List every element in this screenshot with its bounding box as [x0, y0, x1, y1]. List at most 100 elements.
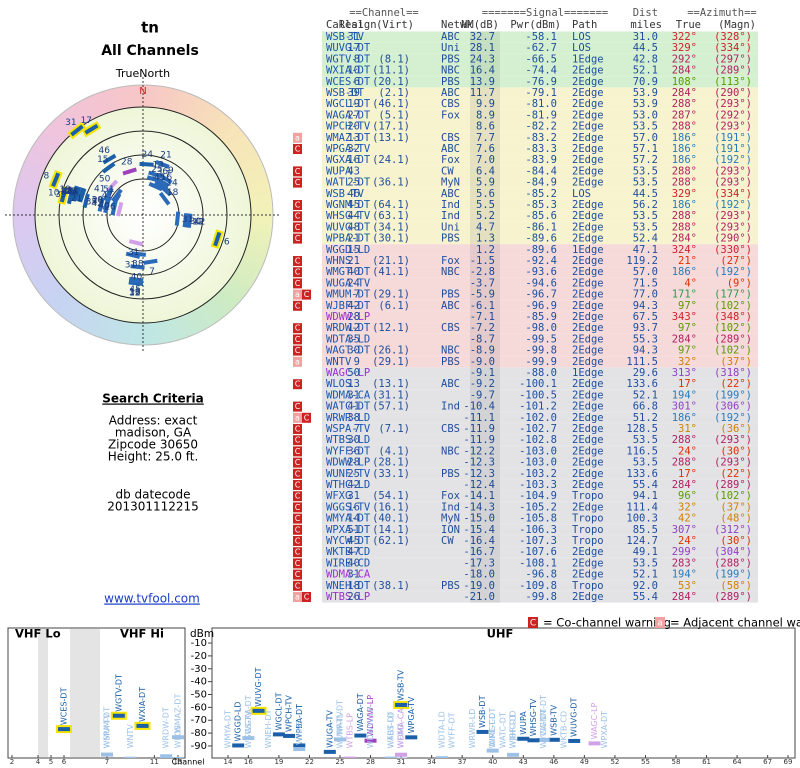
cell-real: 9 [354, 356, 360, 368]
cell-pwr: -85.6 [525, 210, 557, 222]
polar-label: 36 [157, 167, 169, 177]
signal-mark [101, 752, 113, 757]
cell-nm: -17.3 [463, 557, 495, 569]
row-background [322, 188, 758, 200]
cell-dist: 116.5 [626, 445, 658, 457]
polar-marker [148, 181, 163, 192]
polar-label: 17 [81, 116, 92, 126]
cell-dist: 52.1 [633, 569, 658, 581]
cell-nm: 1.3 [476, 233, 495, 245]
cell-virt: (40.1) [372, 513, 410, 525]
row-background [322, 356, 758, 368]
warning-symbol: C [295, 570, 301, 579]
cell-pwr: -101.2 [519, 401, 557, 413]
warning-badge [293, 502, 302, 513]
signal-mark [293, 743, 306, 748]
cell-az: 329° [672, 42, 697, 54]
warning-badge [293, 356, 302, 367]
signal-mark [476, 729, 489, 734]
signal-label: WUVG-DT [254, 667, 263, 706]
row-background [322, 389, 758, 401]
row-background [322, 569, 758, 581]
cell-pwr: -98.0 [525, 322, 557, 334]
cell-az: 186° [672, 154, 697, 166]
cell-az: 108° [672, 76, 697, 88]
polar-marker [66, 189, 75, 205]
cell-dist: 94.3 [633, 300, 658, 312]
y-tick-label: -90 [191, 741, 207, 752]
cell-dist: 55.4 [633, 591, 658, 603]
cell-network: NBC [441, 266, 460, 278]
polar-label: 47 [102, 191, 113, 201]
polar-marker [131, 251, 147, 257]
column-header: (Virt) [376, 19, 414, 31]
cell-az: 194° [672, 569, 697, 581]
north-mark: N [139, 86, 146, 97]
polar-label: 19 [59, 185, 71, 195]
cell-magn: (37°) [720, 501, 752, 513]
cell-nm: 1.2 [476, 244, 495, 256]
warning-badge [293, 524, 302, 535]
row-background [322, 501, 758, 513]
site-link[interactable]: www.tvfool.com [104, 592, 200, 606]
cell-real: 25 [347, 468, 360, 480]
row-background [322, 143, 758, 155]
polar-label: 25 [65, 187, 76, 197]
signal-mark [517, 736, 530, 741]
warning-symbol: C [295, 447, 301, 456]
cell-callsign: WUGA-TV [326, 277, 371, 289]
row-background [322, 311, 758, 323]
signal-label: WRDW-DT [162, 707, 171, 748]
cell-path: 2Edge [572, 255, 604, 267]
cell-network: PBS [441, 53, 460, 65]
panel-title: UHF [487, 627, 514, 641]
cell-pwr: -84.9 [525, 177, 557, 189]
cell-nm: -10.4 [463, 401, 495, 413]
cell-pwr: -94.6 [525, 277, 557, 289]
row-background [322, 300, 758, 312]
cell-magn: (348°) [714, 311, 752, 323]
cell-real: 26 [347, 591, 360, 603]
cell-virt: (8.1) [378, 53, 410, 65]
polar-marker [84, 123, 99, 135]
cell-az: 284° [672, 65, 697, 77]
y-tick-label: -40 [191, 677, 207, 688]
cell-nm: -8.7 [470, 333, 495, 345]
cell-dist: 94.1 [633, 490, 658, 502]
polar-label: 38 [132, 260, 144, 270]
warning-badge [293, 457, 302, 468]
column-header: miles [630, 19, 662, 31]
signal-mark [395, 757, 408, 758]
warning-badge [302, 592, 311, 602]
cell-real: 13 [347, 132, 360, 144]
cell-path: Tropo [572, 513, 604, 525]
cell-path: 2Edge [572, 143, 604, 155]
cell-az: 322° [672, 31, 697, 43]
signal-label: WGGD-LD [234, 701, 243, 741]
cell-az: 97° [678, 322, 697, 334]
signal-label: WUPA [519, 711, 528, 735]
cell-virt: (21.1) [372, 255, 410, 267]
row-background [322, 53, 758, 65]
polar-label: 10 [48, 188, 60, 198]
cell-magn: (293°) [714, 177, 752, 189]
polar-marker [148, 170, 163, 179]
cell-dist: 71.5 [633, 277, 658, 289]
signal-label: WHSG-TV [529, 698, 538, 736]
cell-virt: (13.1) [372, 378, 410, 390]
cell-callsign: WPBA-DT [326, 233, 371, 245]
polar-marker [139, 161, 154, 167]
warning-badge [293, 233, 302, 244]
cell-pwr: -74.4 [525, 65, 557, 77]
cell-magn: (102°) [714, 345, 752, 357]
row-background [322, 333, 758, 345]
legend-symbol: a [657, 619, 663, 629]
cell-real: 47 [347, 546, 360, 558]
cell-callsign: WAGC-LP [326, 367, 370, 379]
cell-virt: (62.1) [372, 535, 410, 547]
cell-magn: (192°) [714, 199, 752, 211]
signal-mark [172, 735, 184, 740]
polar-marker [110, 201, 118, 216]
polar-label: 13 [129, 289, 140, 299]
cell-pwr: -96.9 [525, 300, 557, 312]
